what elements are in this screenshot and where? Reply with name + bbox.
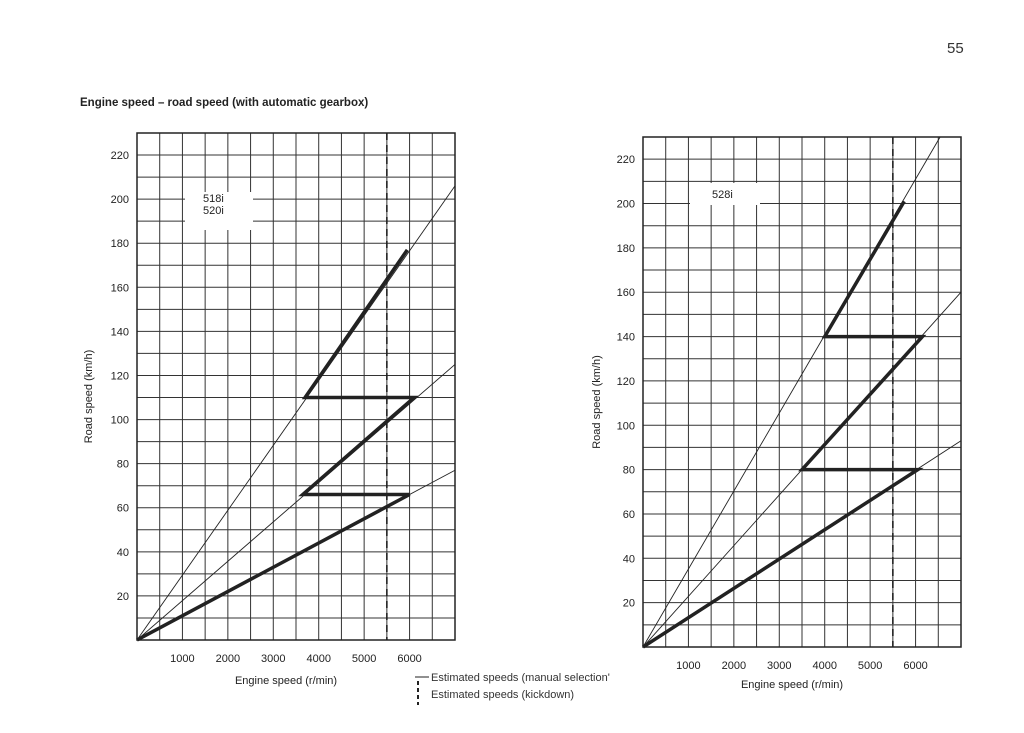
y-tick-label: 100	[617, 420, 635, 432]
x-tick-label: 4000	[812, 660, 836, 672]
model-label-box	[185, 192, 253, 230]
y-axis-label: Road speed (km/h)	[591, 355, 603, 449]
y-tick-label: 80	[623, 465, 635, 477]
x-tick-label: 1000	[170, 653, 194, 665]
legend-kickdown-label: Estimated speeds (kickdown)	[431, 689, 575, 701]
y-tick-label: 140	[617, 332, 635, 344]
x-tick-label: 2000	[216, 653, 240, 665]
x-axis-label: Engine speed (r/min)	[741, 679, 843, 691]
plot-frame	[136, 132, 456, 641]
y-tick-label: 200	[617, 199, 635, 211]
shift-path	[642, 200, 927, 649]
x-tick-label: 3000	[767, 660, 791, 672]
y-axis-label: Road speed (km/h)	[83, 350, 95, 444]
x-tick-label: 2000	[722, 660, 746, 672]
y-tick-label: 60	[117, 503, 129, 515]
x-tick-label: 5000	[352, 653, 376, 665]
y-tick-label: 180	[111, 238, 129, 250]
plot-frame	[642, 136, 962, 648]
legend-manual-label: Estimated speeds (manual selection'	[431, 672, 610, 684]
y-tick-label: 220	[617, 154, 635, 166]
x-axis-label: Engine speed (r/min)	[235, 675, 337, 687]
chart-2: 528i 20 40 60 80 100 120 140 160 180 200 220 1000 200…	[591, 136, 962, 691]
y-tick-label: 40	[117, 547, 129, 559]
y-tick-label: 160	[111, 282, 129, 294]
page-title: Engine speed – road speed (with automati…	[80, 97, 369, 109]
y-tick-label: 20	[117, 591, 129, 603]
x-tick-label: 4000	[306, 653, 330, 665]
page-number: 55	[947, 40, 964, 57]
x-tick-label: 6000	[397, 653, 421, 665]
y-tick-label: 120	[111, 370, 129, 382]
y-tick-label: 120	[617, 376, 635, 388]
legend-symbols	[415, 676, 429, 705]
x-tick-label: 3000	[261, 653, 285, 665]
model-label: 520i	[203, 205, 224, 217]
x-tick-label: 6000	[903, 660, 927, 672]
y-tick-label: 80	[117, 459, 129, 471]
y-tick-label: 100	[111, 415, 129, 427]
grid	[642, 136, 962, 648]
shift-path	[136, 248, 419, 642]
x-tick-label: 5000	[858, 660, 882, 672]
gear-ratio-line-3	[136, 185, 456, 641]
y-tick-label: 140	[111, 326, 129, 338]
model-label: 528i	[712, 189, 733, 201]
grid	[136, 132, 456, 641]
model-label: 518i	[203, 193, 224, 205]
y-tick-label: 60	[623, 509, 635, 521]
y-tick-label: 180	[617, 243, 635, 255]
model-label-box	[690, 183, 760, 205]
x-tick-label: 1000	[676, 660, 700, 672]
y-tick-label: 160	[617, 287, 635, 299]
y-tick-label: 40	[623, 553, 635, 565]
y-tick-label: 200	[111, 194, 129, 206]
y-tick-label: 220	[111, 150, 129, 162]
y-tick-label: 20	[623, 598, 635, 610]
